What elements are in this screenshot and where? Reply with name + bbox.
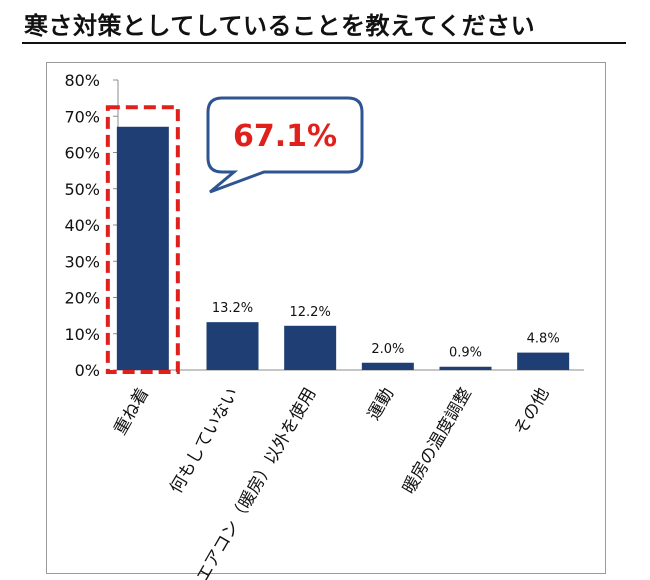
chart-data-labels: 13.2% 12.2% 2.0% 0.9% 4.8% <box>212 301 560 361</box>
category-label: その他 <box>511 385 554 439</box>
callout-bubble <box>206 96 364 194</box>
y-tick-label: 30% <box>64 252 100 271</box>
data-label: 4.8% <box>527 332 560 347</box>
highlight-dashed-box <box>105 105 180 374</box>
data-label: 12.2% <box>290 305 331 320</box>
category-label: 暖房の温度調整 <box>399 385 476 498</box>
bar <box>517 352 570 370</box>
data-label: 13.2% <box>212 301 253 316</box>
y-tick-label: 80% <box>64 71 100 90</box>
callout-value: 67.1% <box>233 119 337 154</box>
y-tick-label: 0% <box>75 361 100 380</box>
category-label: 重ね着 <box>110 385 153 439</box>
chart-bars <box>116 126 570 370</box>
bar <box>439 366 492 370</box>
bar <box>206 322 259 370</box>
category-label: 何もしていない <box>166 385 243 498</box>
y-tick-label: 50% <box>64 180 100 199</box>
data-label: 0.9% <box>449 346 482 361</box>
bar <box>284 325 337 370</box>
y-tick-label: 60% <box>64 144 100 163</box>
chart-frame <box>46 62 606 574</box>
page-title: 寒さ対策としてしていることを教えてください <box>24 12 536 40</box>
bar <box>361 362 414 370</box>
y-tick-label: 20% <box>64 289 100 308</box>
bar <box>116 126 169 370</box>
title-underline <box>22 42 626 44</box>
chart-highlight-overlay: 67.1% <box>105 96 364 374</box>
y-tick-label: 10% <box>64 325 100 344</box>
y-tick-label: 40% <box>64 216 100 235</box>
y-tick-label: 70% <box>64 107 100 126</box>
data-label: 2.0% <box>371 342 404 357</box>
category-label: 運動 <box>364 385 398 424</box>
